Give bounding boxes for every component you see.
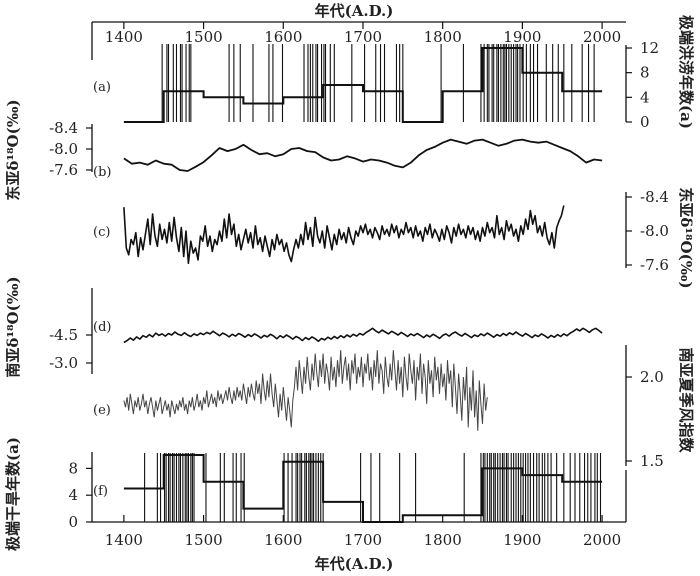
y-axis-title-a: 极端洪涝年数(a) bbox=[677, 15, 695, 129]
x-top-tick-label: 1400 bbox=[105, 28, 143, 46]
y-tick-label-b: -7.6 bbox=[49, 161, 78, 179]
x-axis-top-ticks: 1400 1500 1600 1700 1800 1900 2000 bbox=[105, 22, 621, 46]
x-bottom-tick-label: 1800 bbox=[424, 531, 462, 549]
y-tick-label-a: 8 bbox=[640, 64, 650, 82]
y-tick-label-b: -8.0 bbox=[49, 140, 78, 158]
x-bottom-tick-label: 1400 bbox=[105, 531, 143, 549]
y-tick-label-a: 0 bbox=[640, 113, 650, 131]
x-bottom-tick-label: 1700 bbox=[344, 531, 382, 549]
panel-label-c: (c) bbox=[93, 225, 110, 240]
y-axis-title-b: 东亚δ¹⁸O(‰) bbox=[4, 99, 22, 200]
x-top-tick-label: 1700 bbox=[344, 28, 382, 46]
x-top-tick-label: 1900 bbox=[503, 28, 541, 46]
y-tick-label-e: 1.5 bbox=[640, 452, 664, 470]
y-axes: 0 4 8 12 -8.4 -8.0 -7.6 -8.4 -8.0 -7.6 -4.5 -3.0 2.0… bbox=[49, 39, 669, 531]
y-axis-title-e: 南亚夏季风指数 bbox=[677, 347, 695, 453]
y-tick-label-c: -8.0 bbox=[640, 222, 669, 240]
x-bottom-tick-label: 1600 bbox=[264, 531, 302, 549]
series-line-c bbox=[123, 205, 565, 265]
x-axis-title-bottom: 年代(A.D.) bbox=[315, 555, 394, 573]
y-axis-title-d: 南亚δ¹⁸O(‰) bbox=[4, 276, 22, 377]
step-line-a bbox=[123, 47, 603, 123]
y-tick-label-d: -3.0 bbox=[49, 354, 78, 372]
y-axis-title-f: 极端干旱年数(a) bbox=[4, 437, 22, 551]
x-bottom-tick-label: 2000 bbox=[583, 531, 621, 549]
panel-label-f: (f) bbox=[93, 484, 108, 499]
panel-label-e: (e) bbox=[93, 403, 111, 418]
y-tick-label-b: -8.4 bbox=[49, 119, 78, 137]
y-tick-label-f: 4 bbox=[68, 486, 78, 504]
x-top-tick-label: 1800 bbox=[424, 28, 462, 46]
x-top-tick-label: 1600 bbox=[264, 28, 302, 46]
y-tick-label-d: -4.5 bbox=[49, 326, 78, 344]
y-tick-label-c: -8.4 bbox=[640, 188, 669, 206]
x-top-tick-label: 2000 bbox=[583, 28, 621, 46]
x-bottom-tick-label: 1500 bbox=[184, 531, 222, 549]
x-axis-bottom-ticks: 1400 1500 1600 1700 1800 1900 2000 bbox=[105, 515, 621, 549]
series-line-b bbox=[123, 138, 603, 172]
x-top-tick-label: 1500 bbox=[184, 28, 222, 46]
panel-label-d: (d) bbox=[93, 320, 111, 335]
series-line-e bbox=[123, 350, 488, 431]
series-layer bbox=[123, 44, 603, 523]
panel-label-b: (b) bbox=[93, 165, 111, 180]
y-tick-label-f: 8 bbox=[68, 459, 78, 477]
y-tick-label-a: 12 bbox=[640, 39, 659, 57]
panel-label-a: (a) bbox=[93, 80, 111, 95]
y-tick-label-f: 0 bbox=[68, 513, 78, 531]
y-tick-label-e: 2.0 bbox=[640, 368, 664, 386]
y-tick-label-a: 4 bbox=[640, 88, 650, 106]
step-line-f bbox=[123, 454, 603, 523]
y-axis-title-c: 东亚δ¹⁸O(‰) bbox=[677, 187, 695, 288]
x-axis-title-top: 年代(A.D.) bbox=[315, 2, 394, 20]
y-tick-label-c: -7.6 bbox=[640, 256, 669, 274]
series-line-d bbox=[123, 327, 603, 344]
x-bottom-tick-label: 1900 bbox=[503, 531, 541, 549]
